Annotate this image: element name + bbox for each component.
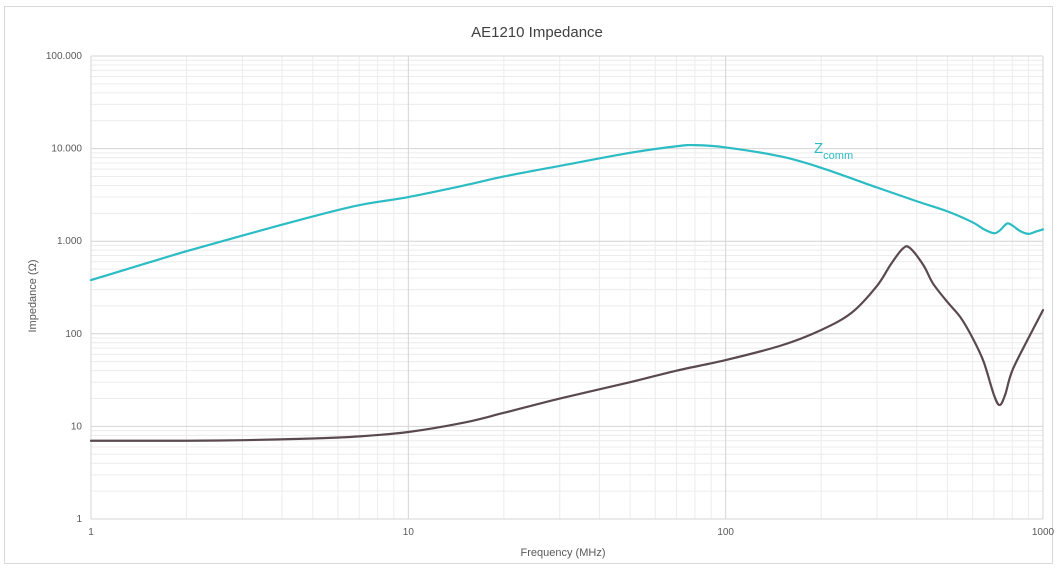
y-tick-label: 1 [76, 514, 82, 525]
y-tick-label: 100 [65, 329, 82, 340]
x-tick-label: 100 [717, 527, 734, 538]
annotation-subscript: comm [823, 150, 853, 162]
chart-frame: 1 10 100 1000 1 10 100 1.000 10.000 100.000 AE121… [4, 6, 1054, 564]
chart-svg: 1 10 100 1000 1 10 100 1.000 10.000 100.000 AE121… [27, 24, 1054, 559]
y-tick-label: 10.000 [51, 144, 82, 155]
axis-layer: 1 10 100 1000 1 10 100 1.000 10.000 100.000 [46, 51, 1054, 538]
y-tick-label: 100.000 [46, 51, 83, 62]
grid-layer [90, 55, 1044, 520]
series-annotation-zcomm: Zcomm [814, 140, 853, 162]
x-tick-label: 10 [403, 527, 415, 538]
chart-title: AE1210 Impedance [471, 24, 603, 41]
x-tick-label: 1000 [1032, 527, 1054, 538]
y-tick-label: 1.000 [57, 236, 82, 247]
y-tick-label: 10 [71, 421, 83, 432]
y-axis-label: Impedance (Ω) [27, 259, 39, 332]
x-tick-label: 1 [88, 527, 94, 538]
annotation-main: Z [814, 140, 823, 157]
series-layer [89, 143, 1045, 442]
series-line-2 [89, 245, 1045, 442]
series-line-zcomm [89, 143, 1045, 282]
x-axis-label: Frequency (MHz) [521, 547, 606, 559]
